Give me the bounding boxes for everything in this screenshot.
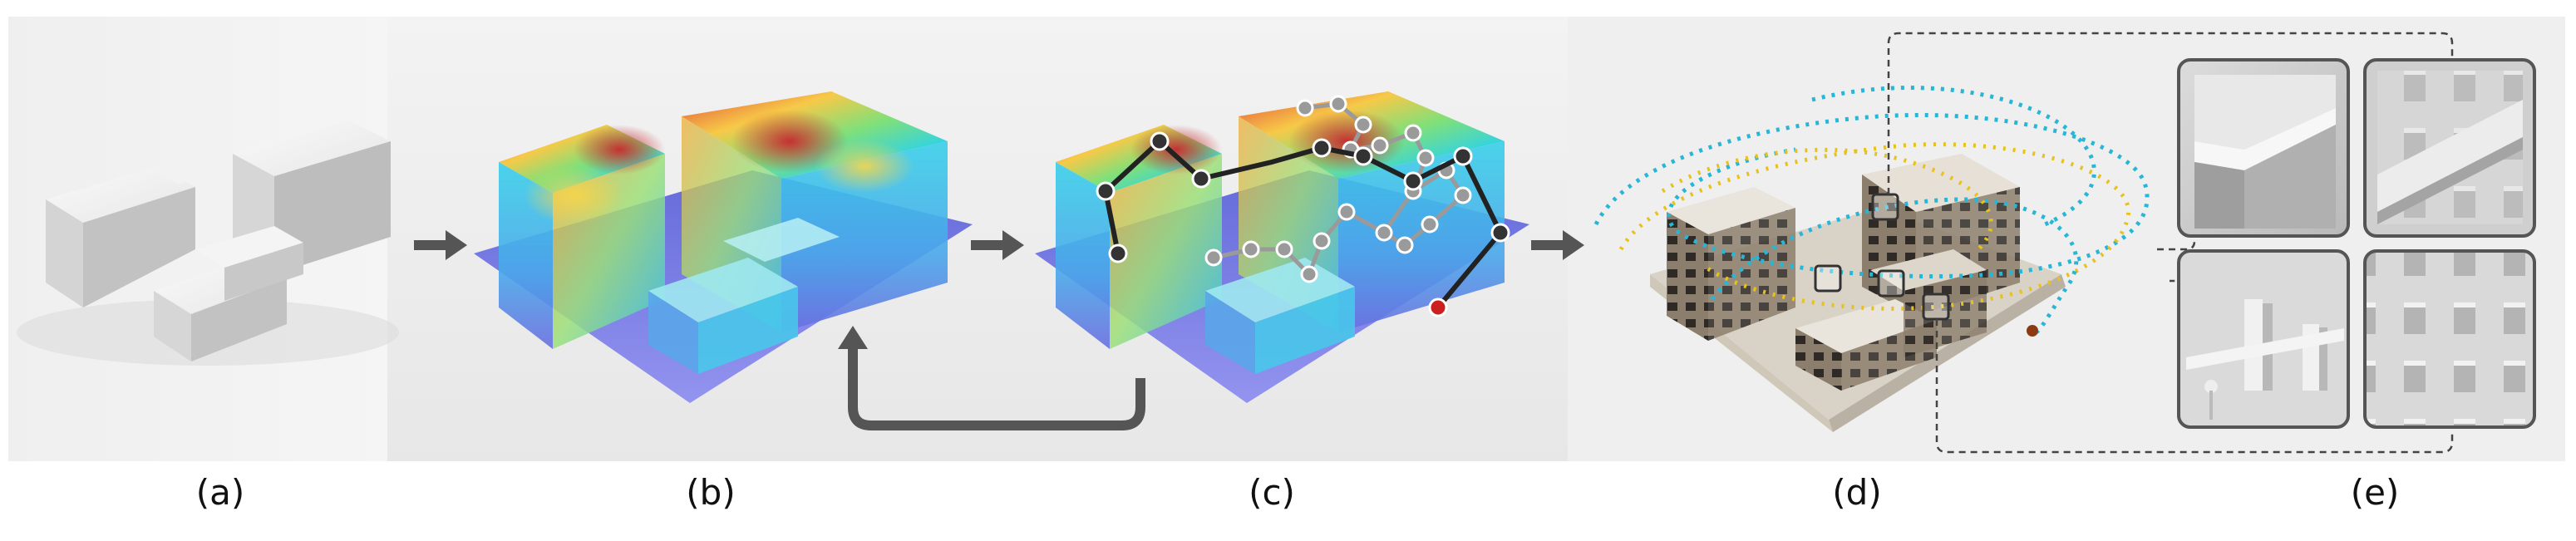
selected-path <box>1096 131 1510 317</box>
heatmap-model <box>474 91 973 403</box>
detail-view-3 <box>2177 249 2350 429</box>
view-selection-boxes <box>1814 193 1950 321</box>
panel-label-a: (a) <box>195 472 245 513</box>
panel-label-b: (b) <box>686 472 736 513</box>
massing-model <box>17 120 399 366</box>
panel-label-d: (d) <box>1832 472 1882 513</box>
candidate-path-grey-nodes <box>1204 95 1472 283</box>
detail-view-4 <box>2363 249 2536 429</box>
arrow-c-to-d <box>1531 230 1584 260</box>
arrow-a-to-b <box>414 230 467 260</box>
panel-label-e: (e) <box>2350 472 2400 513</box>
detail-views <box>2177 58 2536 429</box>
camera-trajectory <box>1593 86 2150 334</box>
panel-label-c: (c) <box>1249 472 1295 513</box>
trajectory-end-marker <box>2027 325 2038 337</box>
detail-view-2 <box>2363 58 2536 238</box>
detail-view-1 <box>2177 58 2350 238</box>
arrow-b-to-c <box>971 230 1024 260</box>
path-end-marker <box>1428 298 1448 317</box>
reconstructed-scene <box>1650 154 2066 432</box>
feedback-loop-arrow <box>838 326 1145 430</box>
